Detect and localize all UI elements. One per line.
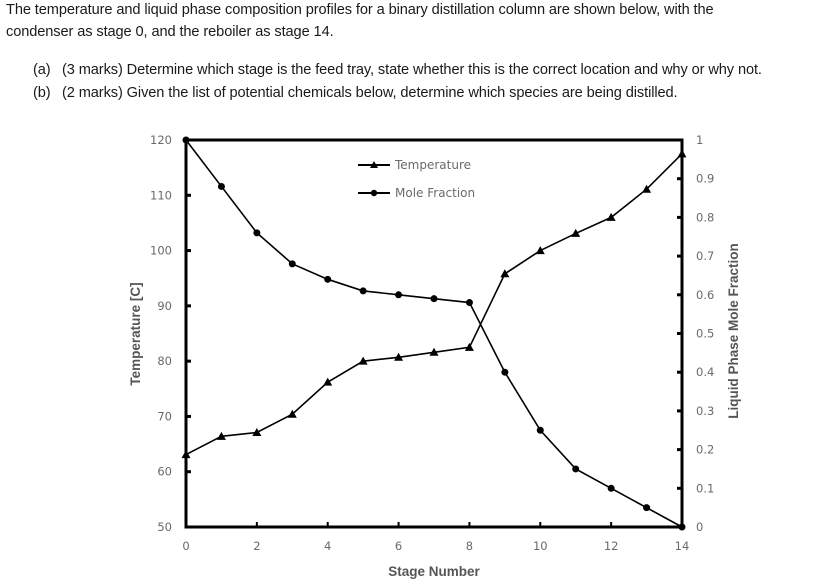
- right-tick-label: 0.8: [696, 210, 714, 224]
- x-tick-label: 14: [675, 539, 690, 553]
- legend-item-temperature: Temperature: [358, 158, 471, 172]
- x-tick-label: 6: [395, 539, 402, 553]
- circle-marker-icon: [572, 465, 580, 473]
- triangle-marker-icon: [216, 431, 226, 440]
- triangle-marker-icon: [571, 228, 581, 237]
- circle-marker-icon: [501, 368, 509, 376]
- right-tick-label: 0.5: [696, 327, 714, 341]
- right-tick-label: 0.9: [696, 172, 714, 186]
- series-layer: [181, 136, 687, 531]
- triangle-marker-icon: [606, 212, 616, 221]
- triangle-marker-icon: [677, 149, 687, 158]
- circle-marker-icon: [288, 260, 296, 268]
- x-tick-label: 0: [182, 539, 189, 553]
- x-tick-label: 2: [253, 539, 260, 553]
- legend-item-mole-fraction: Mole Fraction: [358, 186, 475, 200]
- triangle-marker-icon: [535, 246, 545, 255]
- legend-label-mole-fraction: Mole Fraction: [395, 186, 475, 200]
- left-axis-title: Temperature [C]: [128, 282, 143, 385]
- triangle-marker-icon: [252, 427, 262, 436]
- triangle-marker-icon: [287, 409, 297, 418]
- right-tick-label: 0.7: [696, 249, 714, 263]
- right-axis-title: Liquid Phase Mole Fraction: [726, 243, 741, 419]
- circle-marker-icon: [430, 295, 438, 303]
- question-b-label: (b): [33, 85, 51, 101]
- legend: Temperature Mole Fraction: [358, 158, 475, 200]
- question-a-label: (a): [33, 62, 51, 78]
- triangle-marker-icon: [429, 347, 439, 356]
- plot-frame: [184, 138, 684, 529]
- circle-marker-icon: [182, 136, 190, 144]
- triangle-marker-icon: [642, 184, 652, 193]
- triangle-marker-icon: [181, 450, 191, 459]
- question-a-text: (3 marks) Determine which stage is the f…: [62, 62, 762, 78]
- right-tick-label: 0.4: [696, 365, 714, 379]
- circle-marker-icon: [359, 287, 367, 295]
- right-tick-label: 1: [696, 133, 703, 147]
- x-axis-title: Stage Number: [388, 564, 480, 579]
- x-tick-label: 8: [466, 539, 473, 553]
- triangle-marker-icon: [394, 352, 404, 361]
- series-temperature: [181, 149, 687, 459]
- left-tick-label: 90: [157, 299, 172, 313]
- x-tick-label: 12: [604, 539, 619, 553]
- circle-marker-icon: [536, 426, 544, 434]
- legend-label-temperature: Temperature: [394, 158, 471, 172]
- left-axis-ticks: 50 60 70 80 90 100 110 120: [150, 133, 191, 534]
- left-tick-label: 70: [157, 409, 172, 423]
- left-tick-label: 120: [150, 133, 172, 147]
- left-tick-label: 80: [157, 354, 172, 368]
- triangle-marker-icon: [370, 161, 378, 168]
- left-tick-label: 60: [157, 465, 172, 479]
- triangle-marker-icon: [500, 269, 510, 278]
- intro-line-1: The temperature and liquid phase composi…: [6, 2, 714, 18]
- left-tick-label: 50: [157, 520, 172, 534]
- right-tick-label: 0.6: [696, 288, 714, 302]
- series-mole-fraction: [182, 136, 686, 531]
- triangle-marker-icon: [323, 377, 333, 386]
- circle-marker-icon: [607, 484, 615, 492]
- triangle-marker-icon: [464, 342, 474, 351]
- triangle-marker-icon: [358, 356, 368, 365]
- circle-marker-icon: [253, 229, 261, 237]
- right-tick-label: 0: [696, 520, 703, 534]
- intro-line-2: condenser as stage 0, and the reboiler a…: [6, 24, 334, 40]
- x-tick-label: 4: [324, 539, 331, 553]
- left-tick-label: 100: [150, 244, 172, 258]
- circle-marker-icon: [678, 523, 686, 531]
- left-tick-label: 110: [150, 188, 172, 202]
- circle-marker-icon: [324, 275, 332, 283]
- circle-marker-icon: [370, 189, 378, 197]
- question-b-text: (2 marks) Given the list of potential ch…: [62, 85, 678, 101]
- x-tick-label: 10: [533, 539, 548, 553]
- right-tick-label: 0.3: [696, 404, 714, 418]
- circle-marker-icon: [465, 299, 473, 307]
- circle-marker-icon: [395, 291, 403, 299]
- right-tick-label: 0.1: [696, 481, 714, 495]
- circle-marker-icon: [643, 504, 651, 512]
- circle-marker-icon: [217, 182, 225, 190]
- right-tick-label: 0.2: [696, 443, 714, 457]
